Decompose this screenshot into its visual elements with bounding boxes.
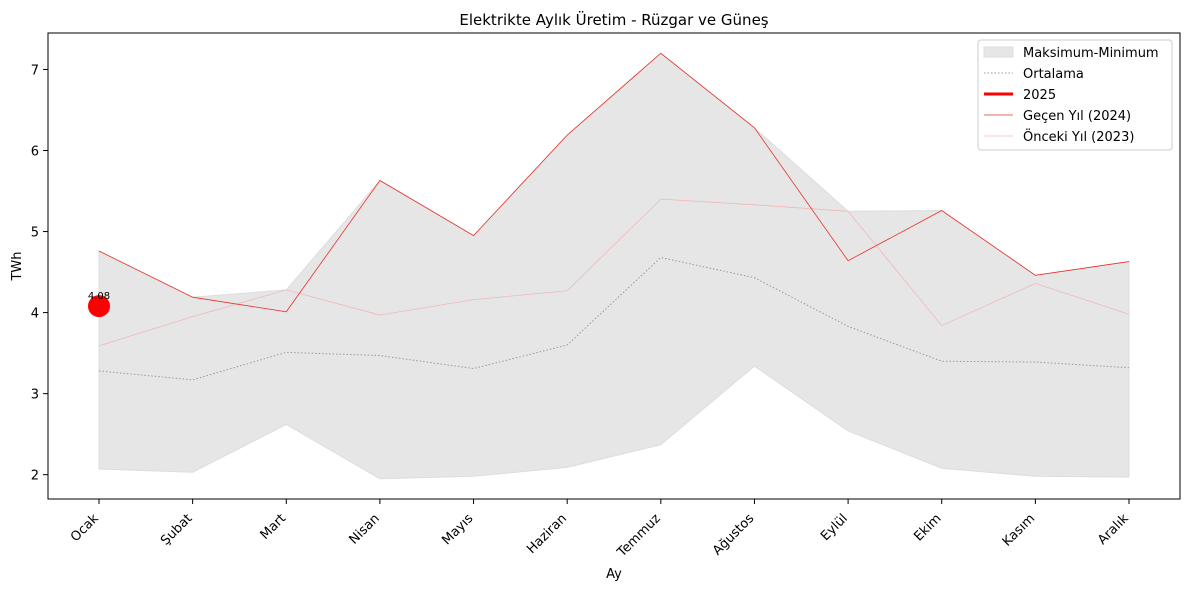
legend-label: Geçen Yıl (2024) [1023,109,1131,124]
y-tick-label: 5 [31,226,39,241]
y-tick-label: 2 [31,469,39,484]
x-tick-label: Nisan [346,511,382,547]
legend-label: Ortalama [1023,67,1084,82]
x-axis: Ocak Şubat Mart Nisan Mayıs Haziran Temmuz Ağus… [68,499,1132,561]
plot-frame [47,32,1181,500]
y-tick-label: 6 [31,145,39,160]
y-axis: 2 3 4 5 6 7 [31,63,48,484]
x-tick-label: Temmuz [614,511,664,561]
y-axis-label: TWh [10,251,25,281]
band-max-min [98,52,1130,480]
chart-title: Elektrikte Aylık Üretim - Rüzgar ve Güne… [459,10,768,29]
legend-box [977,39,1173,151]
y-tick-label: 7 [31,63,39,78]
x-tick-label: Ağustos [710,511,758,559]
x-tick-label: Ekim [911,511,944,544]
series-2-line [98,52,1130,313]
x-tick-label: Mart [258,511,290,543]
y-tick-label: 3 [31,388,39,403]
plot-area: 4.08 [88,52,1130,480]
x-tick-label: Eylül [818,511,851,544]
series-0-line [98,256,1130,381]
x-tick-label: Şubat [158,511,195,548]
x-tick-label: Haziran [524,511,570,557]
legend: Maksimum-Minimum Ortalama 2025 Geçen Yıl (2… [977,39,1173,151]
series-1-point [88,295,110,318]
annotation-label: 4.08 [88,291,110,302]
legend-swatch-band [983,46,1014,58]
series-3-line [98,198,1130,347]
legend-label: 2025 [1023,88,1056,103]
x-axis-label: Ay [606,567,622,582]
x-tick-label: Ocak [68,511,102,545]
x-tick-label: Mayıs [439,511,476,548]
x-tick-label: Aralık [1095,511,1132,548]
y-tick-label: 4 [31,307,39,322]
legend-label: Önceki Yıl (2023) [1023,128,1134,145]
x-tick-label: Kasım [1000,511,1038,549]
legend-label: Maksimum-Minimum [1023,46,1159,61]
